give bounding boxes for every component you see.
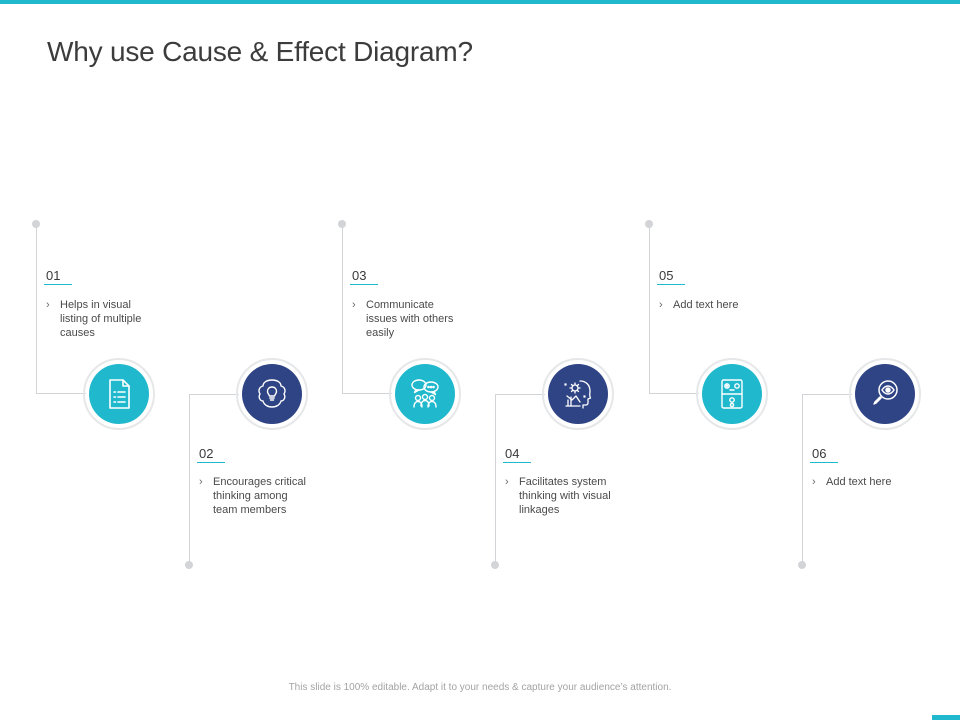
- connector-line: [495, 394, 545, 395]
- chevron-right-icon: ›: [659, 299, 663, 311]
- step-description: › Communicate issues with others easily: [352, 298, 464, 340]
- connector-line: [36, 224, 37, 394]
- step-text: Helps in visual listing of multiple caus…: [60, 299, 142, 339]
- chevron-right-icon: ›: [505, 476, 509, 488]
- connector-line: [495, 394, 496, 564]
- brain-lightbulb-icon: [258, 379, 286, 408]
- step-number: 02: [199, 446, 214, 461]
- connector-dot: [185, 561, 193, 569]
- footer-note: This slide is 100% editable. Adapt it to…: [288, 682, 672, 693]
- step-underline: [810, 462, 838, 463]
- top-accent-bar: [0, 0, 960, 4]
- connector-line: [189, 394, 239, 395]
- step-text: Encourages critical thinking among team …: [213, 476, 306, 516]
- chevron-right-icon: ›: [812, 476, 816, 488]
- step-underline: [503, 462, 531, 463]
- step-number: 04: [505, 446, 520, 461]
- step-text: Communicate issues with others easily: [366, 299, 454, 339]
- step-text: Add text here: [673, 299, 739, 311]
- connector-dot: [491, 561, 499, 569]
- connector-line: [342, 224, 343, 394]
- step-description: › Add text here: [812, 475, 924, 489]
- chevron-right-icon: ›: [46, 299, 50, 311]
- connector-line: [36, 393, 86, 394]
- step-underline: [350, 284, 378, 285]
- step-icon-badge: [696, 358, 768, 430]
- step-text: Facilitates system thinking with visual …: [519, 476, 611, 516]
- step-icon-badge: [542, 358, 614, 430]
- step-icon-badge: [83, 358, 155, 430]
- step-number: 03: [352, 268, 367, 283]
- corner-accent-bar: [932, 715, 960, 720]
- step-number: 06: [812, 446, 827, 461]
- step-underline: [197, 462, 225, 463]
- step-icon-badge: [849, 358, 921, 430]
- head-gear-chart-icon: [564, 380, 592, 409]
- connector-line: [649, 393, 699, 394]
- step-description: › Facilitates system thinking with visua…: [505, 475, 617, 517]
- step-text: Add text here: [826, 476, 892, 488]
- magnifier-eye-icon: [873, 380, 898, 405]
- step-underline: [44, 284, 72, 285]
- step-description: › Add text here: [659, 298, 771, 312]
- chevron-right-icon: ›: [199, 476, 203, 488]
- slide-title: Why use Cause & Effect Diagram?: [47, 36, 473, 67]
- team-chat-icon: [411, 379, 439, 408]
- connector-line: [342, 393, 392, 394]
- step-icon-badge: [389, 358, 461, 430]
- connector-line: [649, 224, 650, 394]
- connector-line: [189, 394, 190, 564]
- step-number: 05: [659, 268, 674, 283]
- strategy-board-icon: [721, 379, 743, 409]
- connector-dot: [798, 561, 806, 569]
- connector-line: [802, 394, 803, 564]
- checklist-document-icon: [109, 379, 130, 409]
- step-underline: [657, 284, 685, 285]
- step-icon-badge: [236, 358, 308, 430]
- step-description: › Helps in visual listing of multiple ca…: [46, 298, 158, 340]
- step-number: 01: [46, 268, 61, 283]
- chevron-right-icon: ›: [352, 299, 356, 311]
- connector-line: [802, 394, 852, 395]
- step-description: › Encourages critical thinking among tea…: [199, 475, 311, 517]
